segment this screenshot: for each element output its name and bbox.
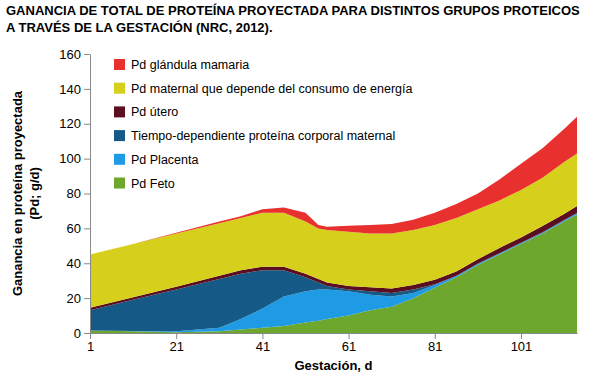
legend-label: Tiempo-dependiente proteína corporal mat… bbox=[131, 129, 395, 143]
y-tick: 40 bbox=[67, 256, 90, 271]
chart: GANANCIA DE TOTAL DE PROTEÍNA PROYECTADA… bbox=[0, 0, 600, 380]
y-tick-mark bbox=[84, 194, 90, 195]
x-tick-mark bbox=[90, 333, 91, 339]
y-tick: 100 bbox=[59, 151, 90, 166]
y-tick-mark bbox=[84, 54, 90, 55]
x-axis-line bbox=[91, 333, 578, 334]
y-tick: 60 bbox=[67, 221, 90, 236]
x-tick-label: 1 bbox=[87, 339, 94, 354]
y-tick: 80 bbox=[67, 186, 90, 201]
legend-label: Pd Feto bbox=[131, 177, 175, 191]
y-axis-title: (Pd; g/d) bbox=[27, 167, 42, 220]
y-tick-mark bbox=[84, 159, 90, 160]
x-axis-title: Gestación, d bbox=[294, 358, 372, 373]
y-tick-mark bbox=[84, 298, 90, 299]
y-tick-label: 40 bbox=[67, 256, 81, 271]
legend-label: Pd Placenta bbox=[131, 153, 198, 167]
x-tick-label: 61 bbox=[342, 339, 356, 354]
y-tick-label: 140 bbox=[59, 82, 81, 97]
y-axis-title: Ganancia en proteína proyectada bbox=[10, 90, 25, 296]
y-tick-mark bbox=[84, 89, 90, 90]
legend-item: Pd Placenta bbox=[114, 153, 198, 167]
y-tick-label: 100 bbox=[59, 151, 81, 166]
y-tick-label: 80 bbox=[67, 186, 81, 201]
y-tick: 120 bbox=[59, 116, 90, 131]
y-tick-label: 0 bbox=[74, 326, 81, 341]
legend-item: Tiempo-dependiente proteína corporal mat… bbox=[114, 129, 395, 143]
legend-swatch bbox=[114, 178, 125, 189]
y-axis-line bbox=[90, 55, 91, 334]
legend: Pd glándula mamaria Pd maternal que depen… bbox=[114, 58, 412, 191]
y-tick-label: 160 bbox=[59, 47, 81, 62]
legend-swatch bbox=[114, 106, 125, 117]
legend-swatch bbox=[114, 154, 125, 165]
x-tick: 41 bbox=[256, 333, 270, 354]
y-axis: 0 20 40 60 80 100 120 140 160 bbox=[59, 47, 90, 341]
title: GANANCIA DE TOTAL DE PROTEÍNA PROYECTADA… bbox=[6, 3, 580, 18]
x-tick: 81 bbox=[428, 333, 442, 354]
legend-swatch bbox=[114, 59, 125, 70]
y-tick-mark bbox=[84, 333, 90, 334]
x-tick: 101 bbox=[511, 333, 533, 354]
y-tick-label: 20 bbox=[67, 291, 81, 306]
y-tick: 140 bbox=[59, 82, 90, 97]
legend-label: Pd útero bbox=[131, 105, 178, 119]
x-tick: 1 bbox=[87, 333, 94, 354]
area bbox=[90, 117, 577, 255]
legend-item: Pd glándula mamaria bbox=[114, 58, 249, 72]
x-tick-label: 101 bbox=[511, 339, 533, 354]
y-tick-mark bbox=[84, 228, 90, 229]
legend-label: Pd glándula mamaria bbox=[131, 58, 249, 72]
legend-swatch bbox=[114, 130, 125, 141]
legend-label: Pd maternal que depende del consumo de e… bbox=[131, 82, 412, 96]
x-tick: 61 bbox=[342, 333, 356, 354]
plot-area bbox=[90, 117, 577, 333]
y-tick-label: 60 bbox=[67, 221, 81, 236]
x-axis: 1 21 41 61 81 101 bbox=[87, 333, 578, 354]
legend-item: Pd Feto bbox=[114, 177, 175, 191]
x-tick-label: 41 bbox=[256, 339, 270, 354]
x-tick-mark bbox=[435, 333, 436, 339]
x-tick-mark bbox=[262, 333, 263, 339]
y-tick-mark bbox=[84, 263, 90, 264]
legend-swatch bbox=[114, 83, 125, 94]
x-tick: 21 bbox=[169, 333, 183, 354]
y-tick-label: 120 bbox=[59, 116, 81, 131]
x-tick-mark bbox=[521, 333, 522, 339]
legend-item: Pd maternal que depende del consumo de e… bbox=[114, 82, 412, 96]
legend-item: Pd útero bbox=[114, 105, 178, 119]
x-tick-mark bbox=[176, 333, 177, 339]
x-tick-mark bbox=[349, 333, 350, 339]
x-tick-label: 81 bbox=[428, 339, 442, 354]
y-tick-mark bbox=[84, 124, 90, 125]
title: A TRAVÉS DE LA GESTACIÓN (NRC, 2012). bbox=[6, 20, 273, 35]
x-tick-label: 21 bbox=[169, 339, 183, 354]
y-tick: 20 bbox=[67, 291, 90, 306]
y-tick: 160 bbox=[59, 47, 90, 62]
